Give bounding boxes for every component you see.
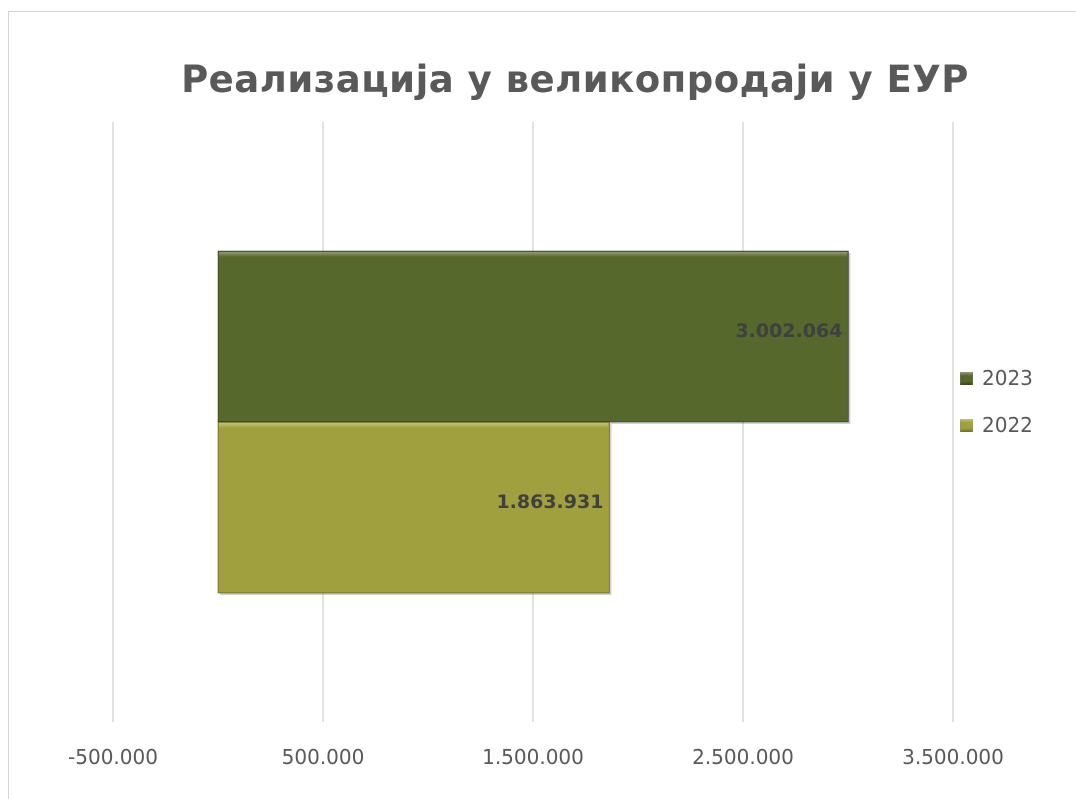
x-tick-label: -500.000 bbox=[68, 745, 158, 769]
legend-swatch-2022 bbox=[960, 418, 973, 432]
legend-label-2023: 2023 bbox=[982, 366, 1033, 390]
x-tick-label: 1.500.000 bbox=[482, 745, 584, 769]
x-tick-label: 3.500.000 bbox=[902, 745, 1004, 769]
legend-item-2022[interactable]: 2022 bbox=[960, 413, 1033, 437]
x-tick-label: 500.000 bbox=[282, 745, 365, 769]
bar-2023[interactable] bbox=[217, 250, 851, 424]
bar-2022[interactable] bbox=[217, 421, 612, 595]
x-tick-label: 2.500.000 bbox=[692, 745, 794, 769]
legend-item-2023[interactable]: 2023 bbox=[960, 366, 1033, 390]
data-label-2022: 1.863.931 bbox=[496, 491, 603, 513]
legend-label-2022: 2022 bbox=[982, 413, 1033, 437]
data-label-2023: 3.002.064 bbox=[735, 320, 842, 342]
legend-swatch-2023 bbox=[960, 371, 973, 385]
chart-title: Реализација у великопродаји у ЕУР bbox=[181, 58, 969, 101]
legend: 2023 2022 bbox=[960, 366, 1033, 460]
